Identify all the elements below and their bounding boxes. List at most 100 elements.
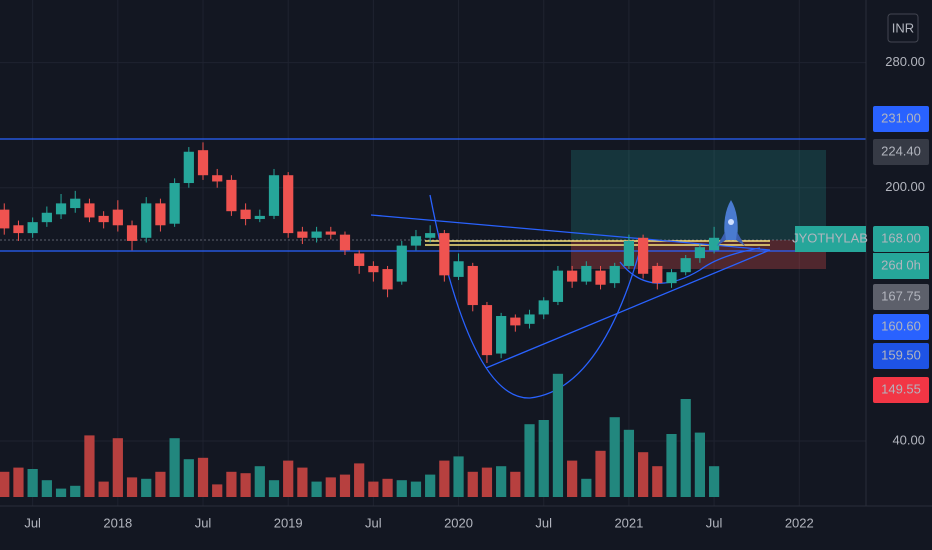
candle-body: [283, 175, 294, 234]
candle-body: [609, 265, 620, 284]
symbol-label: JYOTHYLAB: [792, 230, 868, 245]
y2-tick-label: 40.00: [892, 432, 925, 447]
volume-bar: [538, 420, 549, 497]
volume-bar: [283, 460, 294, 497]
volume-bar: [226, 471, 237, 497]
volume-bar: [396, 480, 407, 497]
candle-body: [410, 236, 422, 246]
x-tick-label: Jul: [706, 515, 723, 530]
volume-bar: [183, 459, 194, 497]
countdown-box: [873, 253, 929, 279]
candle-body: [55, 203, 67, 215]
volume-bar: [297, 467, 308, 497]
volume-bar: [325, 477, 336, 497]
candle-body: [169, 183, 180, 224]
candle-body: [581, 265, 592, 282]
candle-body: [325, 231, 336, 235]
volume-bar: [41, 480, 52, 497]
price-label-box: [873, 284, 929, 310]
x-tick-label: Jul: [195, 515, 212, 530]
volume-bar: [666, 434, 677, 497]
cup-curve: [429, 194, 641, 399]
x-tick-label: Jul: [535, 515, 552, 530]
volume-bar: [27, 469, 38, 497]
candle-body: [98, 215, 109, 223]
candle-body: [652, 265, 663, 284]
candle-body: [481, 305, 493, 356]
marks: [0, 142, 720, 497]
candle-body: [354, 253, 365, 266]
grid: [0, 0, 866, 506]
volume-bar: [595, 450, 606, 497]
x-tick-label: Jul: [365, 515, 382, 530]
trendline: [370, 214, 771, 251]
candle-body: [368, 265, 379, 273]
currency[interactable]: INR: [892, 20, 914, 35]
candle-body: [297, 231, 308, 238]
countdown: 26d 0h: [881, 257, 921, 272]
candle-body: [623, 240, 635, 266]
volume-bar: [680, 399, 691, 497]
candle-body: [126, 225, 138, 241]
price-label: 149.55: [881, 381, 921, 396]
volume-bar: [311, 481, 322, 497]
handle-curve: [619, 247, 761, 284]
price-label: 167.75: [881, 288, 921, 303]
volume-bar: [694, 432, 706, 497]
y-tick-label: 200.00: [885, 179, 925, 194]
candle-body: [708, 237, 720, 251]
candle-body: [496, 316, 507, 354]
volume-bar: [524, 424, 535, 497]
candle-body: [510, 317, 521, 326]
volume-bar: [467, 471, 478, 497]
volume-bar: [638, 452, 649, 497]
candle-body: [396, 245, 407, 282]
candle-body: [680, 258, 691, 273]
volume-bar: [354, 463, 365, 497]
volume-bar: [84, 435, 95, 497]
volume-bar: [254, 466, 265, 497]
candle-body: [141, 203, 152, 238]
volume-bar: [98, 481, 109, 497]
volume-bar: [382, 478, 393, 497]
volume-bar: [581, 478, 592, 497]
candle-body: [638, 237, 649, 274]
volume-bar: [268, 480, 280, 497]
candle-body: [212, 175, 223, 182]
currency-box[interactable]: [887, 13, 919, 43]
candle-body: [524, 314, 535, 324]
volume-bar: [510, 471, 521, 497]
volume-bar: [13, 467, 24, 497]
price-label: 231.00: [881, 110, 921, 125]
candle-body: [268, 175, 280, 216]
rocket-icon: [717, 200, 745, 246]
price-label: 168.00: [881, 230, 921, 245]
candle-body: [13, 225, 24, 234]
volume-bar: [708, 466, 720, 497]
symbol-box: [795, 226, 866, 252]
candle-body: [240, 209, 251, 220]
volume-bar: [425, 474, 436, 497]
candle-body: [694, 247, 706, 259]
x-tick-label: 2022: [785, 515, 814, 530]
candle-body: [226, 179, 237, 212]
x-tick-label: Jul: [24, 515, 41, 530]
volume-bar: [481, 467, 493, 497]
price-label-box: [873, 343, 929, 369]
candle-body: [197, 150, 209, 176]
volume-bar: [567, 460, 578, 497]
price-label-box: [873, 377, 929, 403]
candle-body: [538, 300, 549, 315]
volume-bar: [368, 481, 379, 497]
candle-body: [84, 203, 95, 218]
candle-body: [595, 270, 606, 285]
candle-body: [666, 272, 677, 284]
candle-body: [467, 265, 478, 306]
price-label-box: [873, 314, 929, 340]
volume-bar: [70, 485, 81, 497]
volume-bar: [410, 481, 422, 497]
candle-body: [183, 151, 194, 184]
candle-body: [453, 261, 464, 277]
